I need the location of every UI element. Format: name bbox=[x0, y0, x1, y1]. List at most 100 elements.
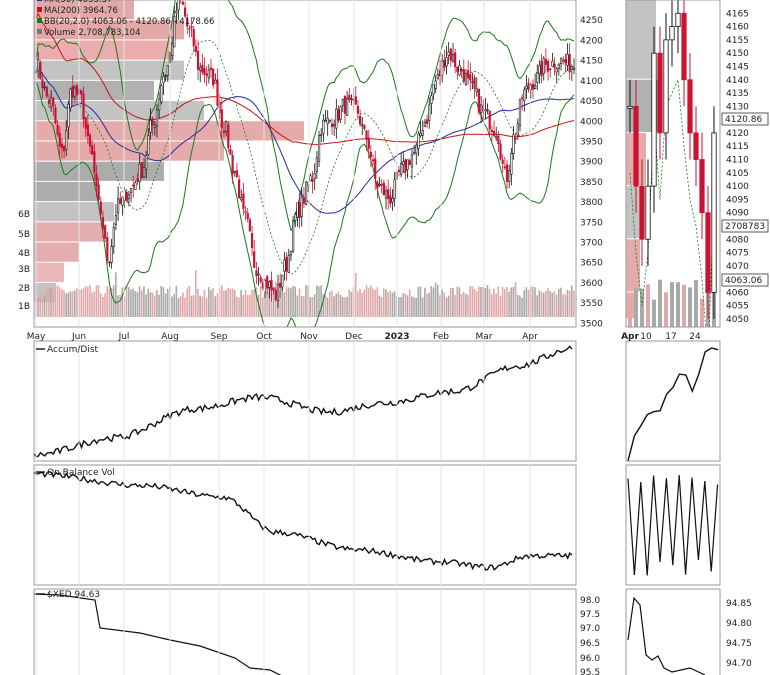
volume-bar bbox=[84, 286, 87, 317]
volume-bar bbox=[551, 292, 554, 317]
candle-body bbox=[160, 85, 163, 103]
candle-body bbox=[559, 57, 563, 65]
candle-body bbox=[430, 95, 433, 104]
month-label: Dec bbox=[345, 332, 362, 342]
volume-profile-bar-5 bbox=[34, 101, 204, 121]
volume-bar bbox=[117, 295, 119, 317]
candle-body bbox=[296, 202, 299, 218]
candle-body bbox=[454, 52, 457, 68]
month-label: Aug bbox=[161, 332, 179, 342]
volume-bar bbox=[495, 293, 497, 317]
volume-bar bbox=[91, 292, 93, 317]
volume-bar bbox=[482, 287, 484, 317]
candle-body bbox=[212, 68, 215, 86]
volume-bar bbox=[318, 286, 320, 317]
zoom-volume-bar bbox=[652, 299, 656, 327]
volume-bar bbox=[160, 286, 163, 317]
candle-body bbox=[317, 134, 321, 162]
candle-body bbox=[555, 68, 558, 73]
candle-body bbox=[536, 71, 539, 83]
candle-body bbox=[490, 130, 493, 132]
volume-tick-label: 4B bbox=[18, 249, 30, 259]
candle-body bbox=[47, 99, 51, 104]
volume-bar bbox=[570, 285, 573, 317]
volume-bar bbox=[339, 294, 342, 317]
volume-bar bbox=[259, 285, 262, 317]
volume-bar bbox=[328, 291, 331, 317]
candle-body bbox=[289, 250, 293, 256]
volume-bar bbox=[434, 282, 437, 317]
candle-body bbox=[335, 108, 338, 129]
candle-body bbox=[445, 57, 448, 67]
price-tick-label: 3500 bbox=[580, 319, 603, 329]
candle-body bbox=[367, 137, 370, 149]
candle-body bbox=[250, 233, 254, 249]
candle-body bbox=[553, 63, 556, 69]
candle-body bbox=[469, 74, 472, 81]
volume-bar bbox=[432, 287, 435, 317]
zoom-volume-bar bbox=[676, 282, 680, 327]
volume-bar bbox=[421, 297, 424, 317]
volume-bar bbox=[86, 286, 89, 317]
zoom-xed-tick-label: 94.75 bbox=[726, 639, 752, 649]
candle-body bbox=[479, 104, 483, 113]
candle-body bbox=[564, 59, 567, 63]
candle-body bbox=[369, 151, 372, 158]
volume-bar bbox=[348, 289, 350, 317]
candle-body bbox=[292, 220, 295, 252]
volume-bar bbox=[76, 288, 78, 317]
volume-bar bbox=[190, 295, 193, 317]
zoom-price-tick-label: 4070 bbox=[726, 262, 749, 272]
price-candles bbox=[34, 0, 576, 309]
obv-label: On Balance Vol bbox=[47, 468, 115, 478]
volume-bar bbox=[471, 286, 474, 317]
volume-bar bbox=[480, 287, 482, 317]
candle-body bbox=[538, 64, 541, 75]
volume-bar bbox=[359, 288, 361, 317]
price-tick-label: 4200 bbox=[580, 36, 603, 46]
panel-frame-3 bbox=[625, 340, 721, 462]
zoom-value-tag: 4120.86 bbox=[725, 115, 762, 125]
candle-body bbox=[451, 54, 455, 62]
candle-body bbox=[495, 136, 498, 139]
zoom-value-tag: 2708783 bbox=[725, 222, 765, 232]
zoom-candle-body bbox=[687, 79, 693, 134]
legend-label-2: BB(20,2.0) 4063.06 - 4120.86 - 4178.66 bbox=[44, 17, 214, 27]
volume-bar bbox=[50, 287, 52, 317]
candle-body bbox=[121, 196, 124, 206]
zoom-price-tick-label: 4055 bbox=[726, 302, 749, 312]
candle-body bbox=[518, 99, 522, 127]
volume-profile-bar-10 bbox=[34, 202, 114, 222]
volume-bar bbox=[506, 287, 508, 317]
candle-body bbox=[562, 59, 565, 62]
price-tick-label: 3850 bbox=[580, 178, 603, 188]
candle-body bbox=[69, 88, 72, 109]
panel-frame-0 bbox=[33, 0, 577, 328]
accum-dist-line bbox=[33, 345, 573, 458]
candle-body bbox=[229, 149, 232, 155]
candle-body bbox=[374, 158, 377, 179]
zoom-price-tick-label: 4140 bbox=[726, 76, 749, 86]
volume-bar bbox=[406, 295, 409, 317]
legend-swatch-2 bbox=[37, 18, 42, 23]
volume-bar bbox=[229, 288, 232, 317]
candle-body bbox=[421, 130, 424, 136]
volume-bar bbox=[467, 294, 469, 317]
candle-body bbox=[568, 54, 571, 73]
volume-bar bbox=[447, 295, 450, 317]
zoom-volume-bar bbox=[634, 287, 638, 327]
candle-body bbox=[54, 107, 57, 124]
candle-body bbox=[354, 96, 357, 105]
volume-bar bbox=[89, 284, 91, 317]
volume-bar bbox=[417, 286, 420, 317]
price-tick-label: 4100 bbox=[580, 77, 603, 87]
volume-bar bbox=[106, 286, 109, 317]
volume-bar bbox=[80, 289, 83, 317]
volume-bar bbox=[540, 291, 543, 317]
legend-swatch-3 bbox=[37, 29, 42, 34]
volume-profile-bar-13 bbox=[34, 262, 64, 282]
candle-body bbox=[523, 89, 526, 102]
volume-bar bbox=[521, 297, 523, 317]
volume-bar bbox=[246, 294, 249, 317]
candle-body bbox=[222, 130, 226, 134]
